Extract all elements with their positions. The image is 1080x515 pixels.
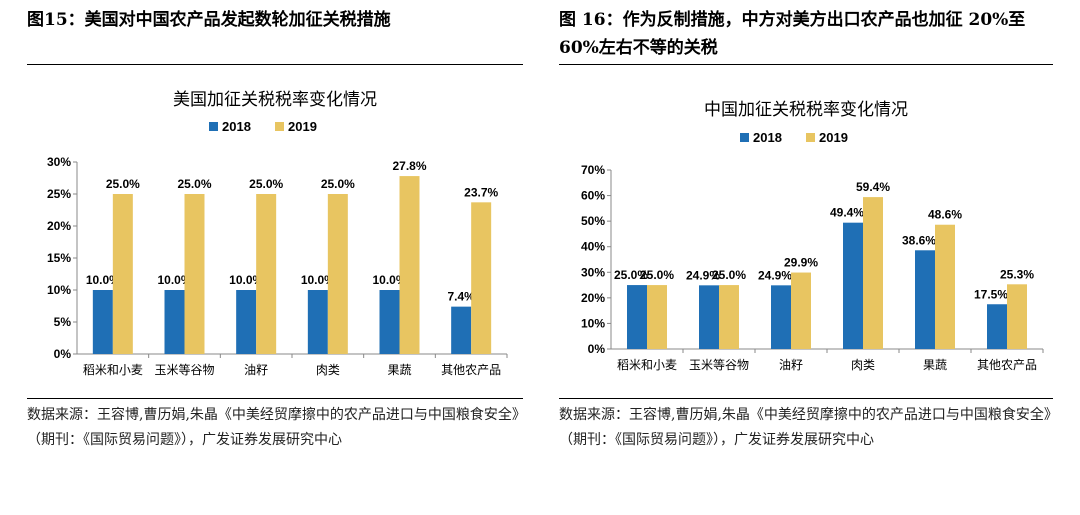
y-tick-label: 5% [54,315,72,329]
data-label-2018: 49.4% [830,206,864,220]
data-label-2018: 10.0% [229,273,263,287]
bar-2019 [1007,284,1027,349]
data-label-2019: 27.8% [392,159,426,173]
data-label-2018: 7.4% [447,290,475,304]
legend-label-2019: 2019 [288,119,317,134]
data-label-2019: 59.4% [856,180,890,194]
bar-2019 [719,285,739,349]
bar-2018 [627,285,647,349]
y-tick-label: 70% [581,163,605,177]
y-tick-label: 0% [588,342,606,356]
y-tick-label: 20% [581,291,605,305]
bar-2019 [791,272,811,349]
data-label-2019: 48.6% [928,208,962,222]
bar-2018 [92,290,113,354]
data-label-2018: 38.6% [902,233,936,247]
bar-2018 [307,290,328,354]
y-tick-label: 10% [47,283,71,297]
bar-2019 [471,202,492,354]
data-label-2019: 25.0% [321,177,355,191]
data-label-2018: 24.9% [758,268,792,282]
bar-2018 [451,306,472,354]
x-tick-label: 其他农产品 [977,358,1037,372]
x-tick-label: 其他农产品 [441,363,501,377]
bar-2019 [112,194,133,354]
source-divider [27,398,523,399]
legend-swatch-2019 [806,133,815,142]
x-tick-label: 玉米等谷物 [689,358,749,372]
data-label-2018: 17.5% [974,287,1008,301]
bar-2018 [915,250,935,349]
bar-2018 [236,290,257,354]
bar-2019 [327,194,348,354]
data-label-2018: 10.0% [301,273,335,287]
data-label-2019: 23.7% [464,185,498,199]
x-tick-label: 油籽 [779,358,803,372]
us-tariff-chart: 美国加征关税税率变化情况 2018 2019 0% 5% 10% 15% 20% 25% 30% 1… [47,90,508,377]
bar-2019 [935,224,955,349]
y-tick-label: 25% [47,187,71,201]
legend-swatch-2018 [740,133,749,142]
y-tick-label: 50% [581,214,605,228]
data-label-2019: 25.0% [712,268,746,282]
x-tick-label: 果蔬 [387,363,411,377]
bar-2018 [843,222,863,349]
y-tick-label: 40% [581,240,605,254]
x-tick-label: 肉类 [316,363,340,377]
data-label-2018: 25.0% [614,268,648,282]
bar-2018 [379,290,400,354]
y-tick-label: 20% [47,219,71,233]
data-label-2019: 25.0% [177,177,211,191]
x-tick-label: 稻米和小麦 [617,358,677,372]
y-tick-label: 60% [581,189,605,203]
x-tick-label: 果蔬 [923,358,947,372]
y-tick-label: 0% [54,347,72,361]
bar-2018 [699,285,719,349]
x-tick-label: 肉类 [851,358,875,372]
data-label-2019: 25.0% [249,177,283,191]
right-panel: 图 16：作为反制措施，中方对美方出口农产品也加征 20%至 60%左右不等的关… [559,0,1053,453]
x-tick-label: 稻米和小麦 [83,363,143,377]
bar-2019 [184,194,205,354]
data-label-2019: 25.0% [640,268,674,282]
source-note: 数据来源：王容博,曹历娟,朱晶《中美经贸摩擦中的农产品进口与中国粮食安全》（期刊… [559,407,1051,448]
data-label-2019: 25.0% [106,177,140,191]
source-divider [559,398,1053,399]
source-note: 数据来源：王容博,曹历娟,朱晶《中美经贸摩擦中的农产品进口与中国粮食安全》（期刊… [27,407,519,448]
title-divider [559,64,1053,65]
y-tick-label: 30% [581,265,605,279]
legend-label-2018: 2018 [753,130,782,145]
chart-title: 中国加征关税税率变化情况 [704,100,908,119]
data-label-2019: 29.9% [784,256,818,270]
y-tick-label: 30% [47,155,71,169]
bar-2019 [399,176,420,354]
data-label-2018: 10.0% [372,273,406,287]
y-tick-label: 15% [47,251,71,265]
chart-title: 美国加征关税税率变化情况 [173,90,377,109]
bar-2019 [647,285,667,349]
y-tick-label: 10% [581,316,605,330]
data-label-2019: 25.3% [1000,267,1034,281]
chart-container: 美国加征关税税率变化情况 2018 2019 0% 5% 10% 15% 20% 25% 30% 1… [27,65,523,398]
bar-2018 [164,290,185,354]
china-tariff-chart: 中国加征关税税率变化情况 2018 2019 0% 10% 20% 30% 40% 50% 60%… [581,100,1044,372]
legend-swatch-2019 [275,122,284,131]
figure-title: 图 16：作为反制措施，中方对美方出口农产品也加征 20%至 60%左右不等的关… [559,10,1026,58]
legend-label-2019: 2019 [819,130,848,145]
chart-container: 中国加征关税税率变化情况 2018 2019 0% 10% 20% 30% 40% 50% 60%… [559,65,1053,398]
left-panel: 图15：美国对中国农产品发起数轮加征关税措施 美国加征关税税率变化情况 2018 2… [27,0,523,453]
bar-2018 [987,304,1007,349]
bar-2019 [863,197,883,349]
x-tick-label: 玉米等谷物 [154,363,214,377]
data-label-2018: 10.0% [86,273,120,287]
legend-swatch-2018 [209,122,218,131]
data-label-2018: 24.9% [686,268,720,282]
title-divider [27,64,523,65]
data-label-2018: 10.0% [157,273,191,287]
figure-title: 图15：美国对中国农产品发起数轮加征关税措施 [27,10,391,30]
bar-2019 [256,194,277,354]
legend-label-2018: 2018 [222,119,251,134]
bar-2018 [771,285,791,349]
x-tick-label: 油籽 [244,363,268,377]
